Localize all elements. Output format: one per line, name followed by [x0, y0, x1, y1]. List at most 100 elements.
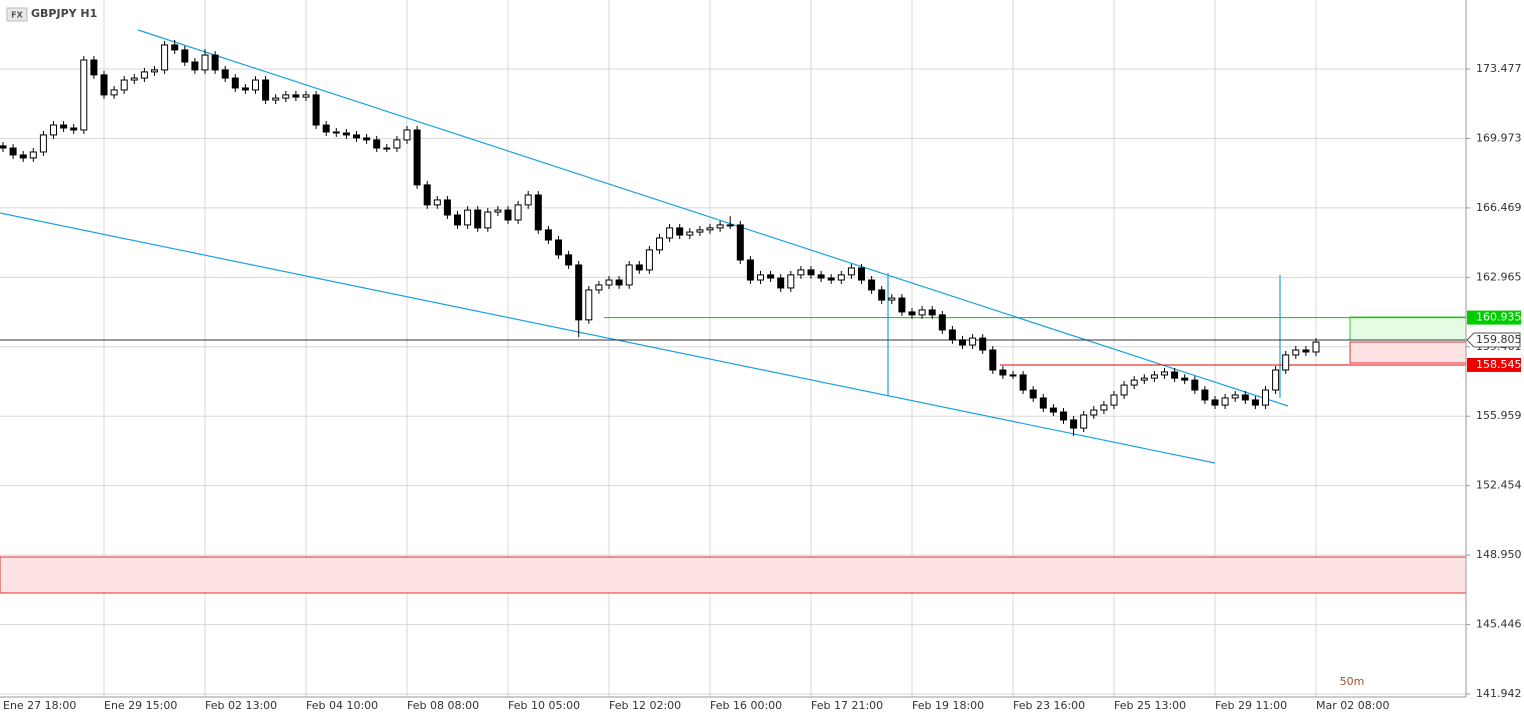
candle-body — [332, 131, 340, 134]
candle-body — [807, 269, 815, 276]
candle-body — [524, 194, 532, 206]
candle-body — [1049, 407, 1057, 413]
candle-body — [656, 237, 663, 251]
candle-body — [858, 267, 865, 281]
symbol-title: GBPJPY H1 — [31, 7, 97, 20]
candle-body — [1130, 379, 1138, 386]
candle-body — [938, 314, 946, 331]
candle-body — [363, 137, 371, 141]
y-tick-label: 173.477 — [1476, 62, 1522, 75]
candle-body — [948, 329, 956, 341]
candle-body — [1161, 371, 1168, 376]
candle-body — [262, 79, 270, 101]
candle-body — [1251, 399, 1259, 406]
candle-body — [191, 61, 199, 71]
candle-body — [110, 89, 118, 96]
y-tick-label: 169.973 — [1476, 131, 1522, 144]
candle-body — [888, 297, 896, 301]
candle-body — [494, 209, 502, 213]
candle-body — [898, 297, 906, 313]
x-tick-label: Feb 12 02:00 — [609, 699, 681, 712]
candle-body — [625, 264, 633, 286]
candle-body — [827, 277, 835, 281]
countdown: 50m — [1340, 675, 1365, 688]
candle-body — [1191, 379, 1199, 391]
candle-body — [1312, 341, 1320, 353]
y-tick-label: 162.965 — [1476, 270, 1522, 283]
candle-body — [433, 199, 441, 206]
candle-body — [151, 69, 158, 73]
candle-body — [676, 227, 684, 236]
candle-body — [1100, 404, 1108, 411]
candle-body — [1039, 397, 1047, 409]
y-tick-label: 148.950 — [1476, 548, 1522, 561]
candle-body — [1262, 389, 1269, 406]
candle-body — [423, 184, 431, 206]
candle-body — [817, 274, 825, 279]
x-tick-label: Ene 29 15:00 — [104, 699, 177, 712]
candle-body — [555, 239, 562, 256]
candle-body — [767, 274, 775, 279]
price-tag-label: 160.935 — [1476, 311, 1522, 324]
x-tick-label: Feb 17 21:00 — [811, 699, 883, 712]
candle-body — [1181, 377, 1189, 381]
candle-body — [1221, 397, 1229, 406]
support-zone — [0, 556, 1467, 594]
candle-body — [484, 211, 492, 229]
candle-body — [645, 249, 653, 271]
candle-body — [342, 132, 350, 136]
x-tick-label: Feb 29 11:00 — [1215, 699, 1287, 712]
candle-body — [706, 227, 714, 231]
candle-body — [565, 254, 573, 266]
candle-body — [454, 214, 461, 226]
candle-body — [29, 151, 37, 159]
candle-body — [1292, 349, 1300, 356]
candle-body — [60, 124, 68, 129]
candle-body — [918, 309, 926, 316]
candle-body — [90, 59, 98, 76]
candle-body — [353, 134, 360, 139]
candle-body — [908, 311, 916, 316]
candle-body — [19, 154, 27, 159]
candle-body — [413, 129, 421, 186]
candle-body — [1171, 371, 1179, 379]
candle-body — [989, 349, 997, 371]
candle-body — [211, 54, 219, 71]
candle-body — [1231, 394, 1239, 399]
labels: 173.477169.973166.469162.965159.461155.9… — [3, 62, 1522, 712]
candle-body — [373, 139, 381, 149]
candle-body — [696, 229, 704, 233]
candle-body — [1009, 374, 1017, 377]
x-tick-label: Feb 02 13:00 — [205, 699, 277, 712]
y-tick-label: 166.469 — [1476, 201, 1522, 214]
candle-body — [686, 231, 694, 236]
candle-body — [464, 209, 472, 226]
candle-body — [979, 337, 987, 351]
price-tag — [1467, 310, 1521, 325]
candle-body — [70, 127, 78, 131]
candle-body — [797, 269, 805, 276]
candle-body — [292, 94, 300, 98]
y-tick-label: 141.942 — [1476, 687, 1522, 700]
x-tick-label: Feb 16 00:00 — [710, 699, 782, 712]
candle-body — [716, 224, 724, 229]
candle-body — [534, 194, 542, 231]
candle-body — [39, 134, 47, 153]
stop-box — [1349, 341, 1467, 364]
candles — [0, 39, 1320, 437]
candle-body — [272, 97, 280, 101]
candle-body — [575, 264, 583, 321]
candle-body — [736, 224, 744, 261]
candle-body — [282, 94, 290, 99]
candle-body — [969, 337, 977, 346]
candle-body — [837, 274, 845, 281]
candle-body — [100, 74, 108, 96]
candle-body — [1070, 419, 1078, 429]
y-tick-label: 155.959 — [1476, 409, 1522, 422]
candle-body — [544, 229, 552, 241]
candle-body — [1302, 349, 1310, 353]
candle-body — [383, 147, 391, 150]
candle-body — [140, 71, 148, 79]
candle-body — [757, 274, 764, 281]
